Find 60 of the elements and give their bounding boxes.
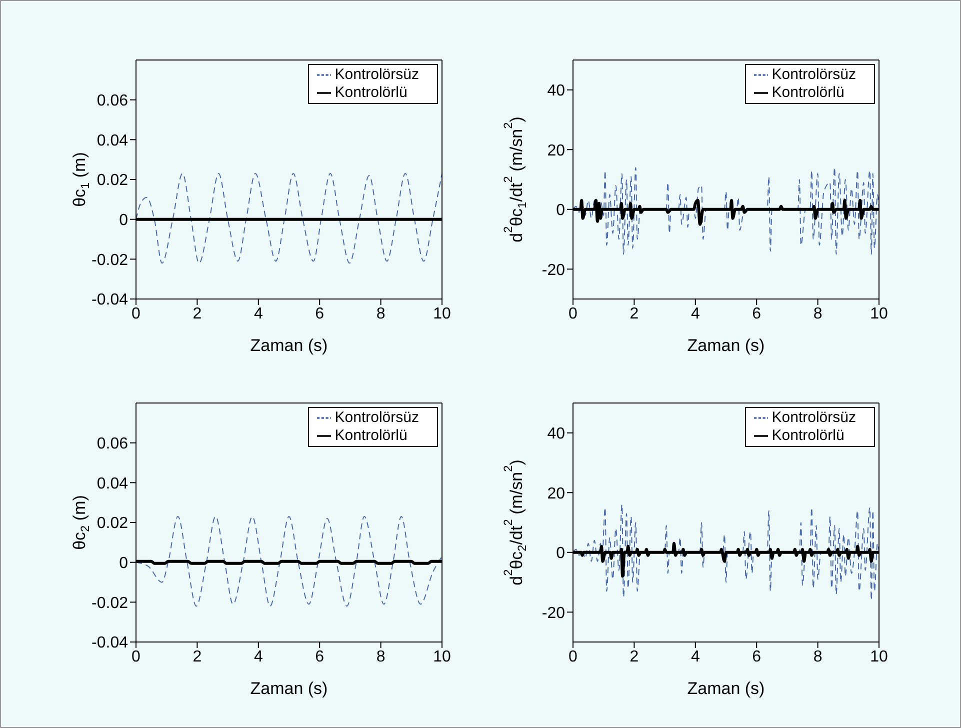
y-tick-label: 0 — [556, 202, 566, 220]
y-tick-label: -0.02 — [92, 252, 128, 269]
legend-label: Kontrolörsüz — [334, 409, 419, 426]
y-tick-label: 0.02 — [96, 172, 128, 190]
y-tick-label: -0.02 — [92, 594, 128, 612]
x-tick-label: 6 — [315, 305, 324, 322]
y-tick-label: 0.02 — [96, 515, 128, 532]
legend-label: Kontrolörlü — [772, 84, 844, 101]
x-tick-label: 6 — [752, 648, 762, 666]
x-axis-title: Zaman (s) — [250, 336, 328, 355]
x-tick-label: 4 — [690, 305, 700, 322]
legend-label: Kontrolörsüz — [334, 66, 419, 83]
y-tick-label: 40 — [547, 426, 566, 443]
y-tick-label: 0 — [556, 545, 566, 562]
line-series — [573, 167, 879, 255]
x-tick-label: 8 — [813, 305, 822, 322]
y-tick-label: 20 — [547, 142, 566, 160]
x-tick-label: 10 — [870, 305, 888, 322]
legend-label: Kontrolörsüz — [772, 66, 856, 83]
x-tick-label: 0 — [132, 648, 141, 666]
x-tick-label: 2 — [630, 305, 639, 322]
y-tick-label: 0 — [119, 212, 128, 230]
x-tick-label: 4 — [254, 305, 263, 322]
x-tick-label: 10 — [870, 648, 888, 666]
y-tick-label: -0.04 — [92, 292, 128, 309]
y-tick-label: 0 — [119, 555, 128, 572]
y-tick-label: 20 — [547, 485, 566, 502]
x-tick-label: 2 — [192, 305, 202, 322]
y-tick-label: -20 — [542, 604, 566, 622]
legend-label: Kontrolörsüz — [772, 409, 856, 426]
x-tick-label: 4 — [690, 648, 700, 666]
line-series — [573, 504, 879, 601]
line-series — [136, 173, 442, 264]
x-tick-label: 8 — [813, 648, 822, 666]
y-tick-label: 0.04 — [96, 475, 128, 492]
x-axis-title: Zaman (s) — [687, 679, 765, 698]
x-tick-label: 0 — [568, 648, 578, 666]
x-tick-label: 2 — [630, 648, 639, 666]
x-tick-label: 0 — [568, 305, 578, 322]
x-tick-label: 0 — [132, 305, 141, 322]
x-axis-title: Zaman (s) — [687, 336, 765, 355]
y-tick-label: -0.04 — [92, 634, 128, 652]
legend-label: Kontrolörlü — [334, 84, 408, 101]
y-tick-label: 40 — [547, 82, 566, 100]
line-series — [136, 516, 442, 607]
y-tick-label: 0.06 — [96, 92, 128, 110]
x-tick-label: 6 — [752, 305, 762, 322]
x-tick-label: 8 — [376, 305, 386, 322]
y-tick-label: -20 — [542, 262, 566, 279]
x-tick-label: 4 — [254, 648, 263, 666]
x-tick-label: 6 — [315, 648, 324, 666]
legend-label: Kontrolörlü — [334, 427, 408, 444]
x-tick-label: 2 — [192, 648, 202, 666]
x-tick-label: 10 — [433, 648, 451, 666]
x-axis-title: Zaman (s) — [250, 679, 328, 698]
y-tick-label: 0.06 — [96, 436, 128, 453]
y-tick-label: 0.04 — [96, 132, 128, 150]
x-tick-label: 8 — [376, 648, 386, 666]
x-tick-label: 10 — [433, 305, 451, 322]
legend-label: Kontrolörlü — [772, 427, 844, 444]
